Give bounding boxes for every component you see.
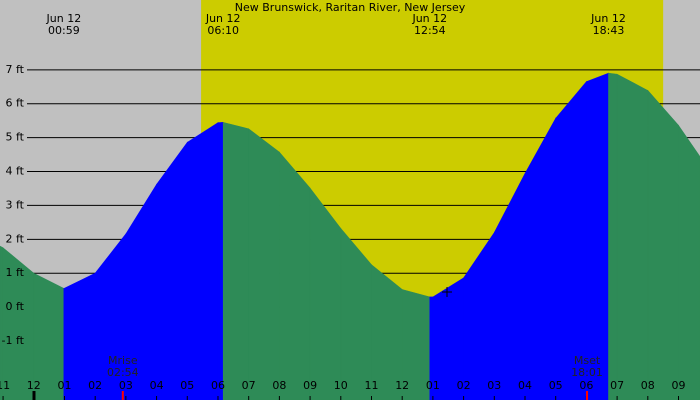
x-tick-label: 03 (119, 379, 133, 392)
tide-area (616, 73, 649, 400)
tide-area (493, 173, 526, 400)
extreme-time: 06:10 (207, 24, 239, 37)
tide-area (647, 89, 679, 400)
extreme-time: 18:43 (593, 24, 625, 37)
tide-area (555, 80, 587, 400)
tide-area (63, 272, 96, 400)
extreme-time: 12:54 (414, 24, 446, 37)
tide-area (371, 264, 403, 400)
moon-time: 18:01 (571, 366, 603, 379)
extreme-date: Jun 12 (205, 12, 241, 25)
y-tick-label: 5 ft (6, 131, 25, 144)
y-tick-label: -1 ft (2, 334, 25, 347)
extreme-date: Jun 12 (590, 12, 626, 25)
x-tick-label: 05 (180, 379, 194, 392)
y-tick-label: 0 ft (6, 300, 25, 313)
tide-area (222, 121, 249, 400)
x-tick-label: 04 (150, 379, 164, 392)
tide-area (678, 124, 700, 400)
moon-time: 02:54 (107, 366, 139, 379)
extreme-date: Jun 12 (411, 12, 447, 25)
x-tick-label: 06 (211, 379, 225, 392)
extreme-time: 00:59 (48, 24, 80, 37)
x-tick-label: 11 (0, 379, 10, 392)
moon-label: Mrise (108, 354, 138, 367)
x-tick-label: 02 (88, 379, 102, 392)
x-tick-label: 03 (487, 379, 501, 392)
tide-area (94, 233, 127, 400)
y-tick-label: 7 ft (6, 63, 25, 76)
x-tick-label: 07 (242, 379, 256, 392)
tide-area (2, 247, 35, 400)
tide-area (340, 227, 372, 400)
tide-area (429, 296, 434, 400)
tide-area (186, 122, 219, 400)
tide-area (309, 187, 342, 400)
tide-area (217, 122, 224, 400)
tide-area (125, 183, 157, 400)
x-tick-label: 01 (57, 379, 71, 392)
tide-area (248, 128, 280, 400)
tide-area (524, 117, 557, 400)
tide-area (586, 72, 609, 400)
y-tick-label: 1 ft (6, 266, 25, 279)
tide-area (0, 245, 4, 400)
y-tick-label: 4 ft (6, 165, 25, 178)
x-tick-label: 04 (518, 379, 532, 392)
x-tick-label: 01 (426, 379, 440, 392)
tide-area (279, 151, 311, 400)
x-tick-label: 06 (579, 379, 593, 392)
y-tick-label: 2 ft (6, 232, 25, 245)
y-tick-label: 3 ft (6, 198, 25, 211)
tide-area (608, 72, 618, 400)
x-tick-label: 08 (641, 379, 655, 392)
x-tick-label: 02 (457, 379, 471, 392)
x-tick-label: 12 (395, 379, 409, 392)
x-tick-label: 05 (549, 379, 563, 392)
y-tick-label: 6 ft (6, 97, 25, 110)
x-tick-label: 08 (272, 379, 286, 392)
moon-label: Mset (574, 354, 601, 367)
x-tick-label: 09 (672, 379, 686, 392)
tide-area (156, 141, 188, 400)
x-tick-label: 09 (303, 379, 317, 392)
tide-area (401, 289, 431, 400)
tide-area (432, 277, 464, 400)
chart-title: New Brunswick, Raritan River, New Jersey (235, 1, 466, 14)
extreme-date: Jun 12 (46, 12, 82, 25)
tide-area (463, 231, 495, 400)
x-tick-label: 10 (334, 379, 348, 392)
x-tick-label: 12 (27, 379, 41, 392)
current-time-marker (442, 287, 452, 297)
x-tick-label: 11 (364, 379, 378, 392)
tide-area (33, 272, 65, 400)
x-tick-label: 07 (610, 379, 624, 392)
